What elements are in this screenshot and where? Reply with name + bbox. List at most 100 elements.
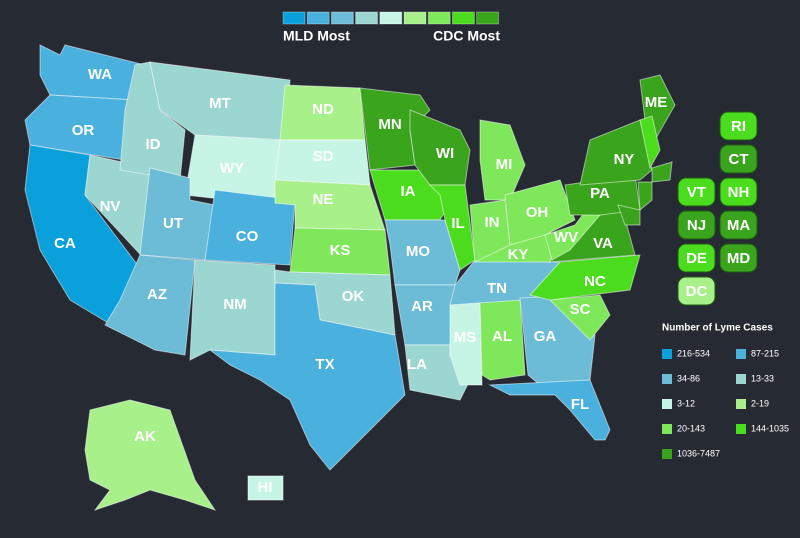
legend-label: 87-215 (751, 348, 779, 358)
legend-label: 144-1035 (751, 423, 789, 433)
state (617, 204, 641, 226)
state-label: OH (526, 204, 549, 221)
state-label: MN (378, 116, 401, 133)
state-label: DE (686, 250, 707, 267)
state-label: ID (146, 136, 161, 153)
scale-swatch (330, 11, 354, 25)
state-label: KY (508, 246, 529, 263)
legend-label: 1036-7487 (677, 448, 720, 458)
legend-swatch (662, 449, 672, 459)
state-box (719, 210, 758, 240)
state-label: PA (590, 185, 610, 202)
state-box (719, 177, 758, 207)
scale-swatch (282, 11, 306, 25)
state-label: MD (727, 250, 750, 267)
state-label: SD (313, 148, 334, 165)
legend-label: 13-33 (751, 373, 774, 383)
legend-swatch (736, 349, 746, 359)
state-label: LA (407, 356, 427, 373)
state-label: IL (451, 215, 464, 232)
state (639, 115, 661, 170)
state-label: HI (258, 479, 273, 496)
state-label: ND (312, 101, 334, 118)
scale-swatch (403, 11, 427, 25)
state-label: NH (728, 184, 750, 201)
state-box (677, 177, 716, 207)
state-box (677, 276, 716, 306)
state-label: CT (729, 151, 749, 168)
state-label: UT (163, 215, 183, 232)
state-label: NV (100, 198, 121, 215)
state-label: TX (315, 356, 334, 373)
state (488, 379, 611, 441)
scale-swatch (306, 11, 330, 25)
state-label: OR (72, 122, 95, 139)
legend-swatch (736, 374, 746, 384)
state-label: WV (554, 229, 578, 246)
state-label: NJ (687, 217, 706, 234)
right-label: CDC Most (433, 28, 500, 44)
legend-swatch (662, 399, 672, 409)
legend-title: Number of Lyme Cases (662, 323, 773, 334)
state-label: NC (584, 273, 606, 290)
state-box (719, 111, 758, 141)
state (529, 254, 641, 301)
state-label: KS (330, 242, 351, 259)
legend-swatch (736, 424, 746, 434)
state-label: MA (727, 217, 750, 234)
state-label: WI (436, 145, 454, 162)
scale-swatch (427, 11, 451, 25)
state-label: RI (731, 118, 746, 135)
state (651, 161, 673, 183)
state-label: IA (401, 183, 416, 200)
legend-label: 34-86 (677, 373, 700, 383)
state-label: AR (411, 298, 433, 315)
state-label: CA (54, 235, 76, 252)
state-label: AL (492, 328, 512, 345)
state-label: DC (686, 283, 708, 300)
state-label: AZ (147, 286, 167, 303)
legend-label: 3-12 (677, 398, 695, 408)
state (394, 284, 456, 346)
state-label: CO (236, 228, 259, 245)
state-label: IN (485, 214, 500, 231)
state-label: MI (496, 156, 513, 173)
state-box (719, 144, 758, 174)
scale-swatch (355, 11, 379, 25)
state-label: WA (88, 66, 112, 83)
state-label: SC (570, 301, 591, 318)
state-label: WY (220, 160, 244, 177)
state-box (677, 243, 716, 273)
state-label: NM (223, 296, 246, 313)
state-label: VA (593, 235, 613, 252)
state (247, 475, 284, 501)
state (548, 294, 611, 341)
state-label: TN (487, 280, 507, 297)
state (84, 399, 217, 511)
state-label: GA (534, 328, 557, 345)
state-box (677, 210, 716, 240)
state-box (719, 243, 758, 273)
legend-label: 216-534 (677, 348, 710, 358)
state-label: MS (454, 329, 477, 346)
legend-swatch (662, 349, 672, 359)
state (579, 119, 653, 186)
state (204, 189, 296, 266)
legend-swatch (662, 424, 672, 434)
state-label: NY (614, 151, 635, 168)
state-label: MO (406, 243, 430, 260)
scale-swatch (451, 11, 475, 25)
legend-swatch (736, 399, 746, 409)
legend-swatch (662, 374, 672, 384)
state (208, 282, 406, 471)
scale-swatch (379, 11, 403, 25)
state (428, 184, 476, 271)
state-label: AK (134, 428, 156, 445)
state-label: NE (313, 191, 334, 208)
legend-label: 20-143 (677, 423, 705, 433)
legend-label: 2-19 (751, 398, 769, 408)
left-label: MLD Most (283, 28, 350, 44)
state-label: VT (687, 184, 706, 201)
state (504, 179, 576, 246)
